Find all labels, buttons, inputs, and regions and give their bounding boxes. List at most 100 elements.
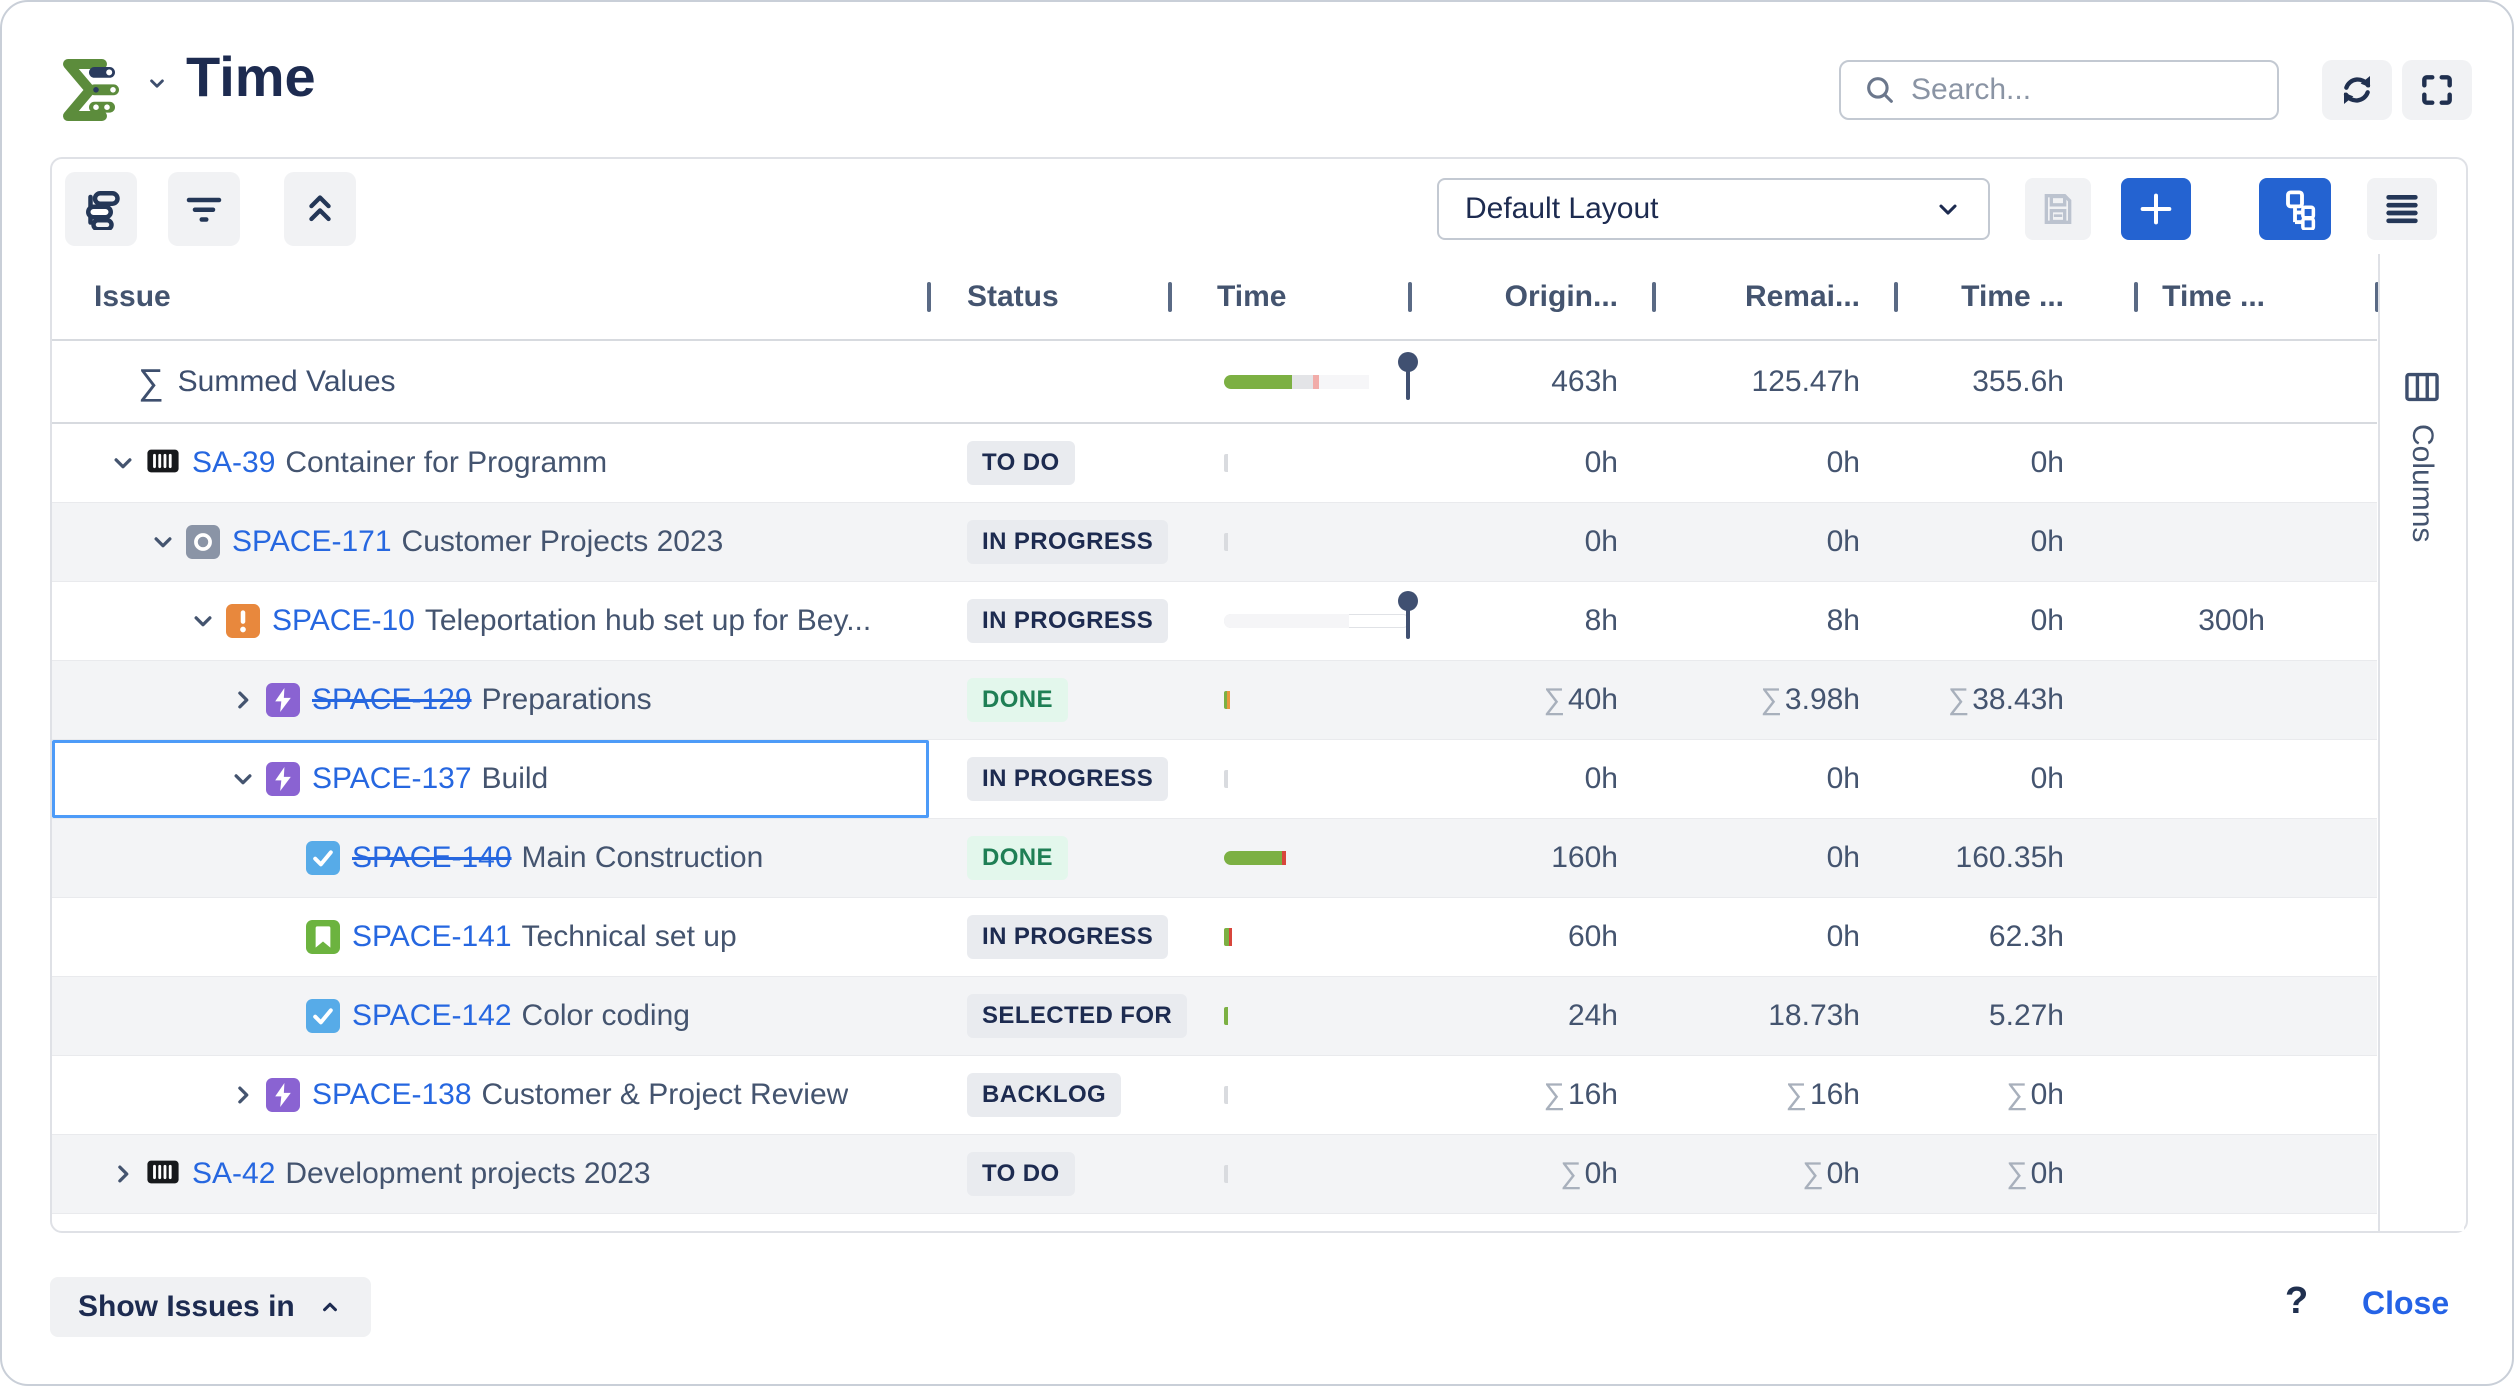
- issue-cell[interactable]: SPACE-129 Preparations: [52, 661, 929, 739]
- list-view-button[interactable]: [2367, 178, 2437, 240]
- container-issue-type-icon: [146, 1157, 180, 1191]
- chevron-down-icon[interactable]: [228, 764, 266, 794]
- help-button[interactable]: ?: [2285, 1280, 2308, 1323]
- issue-cell[interactable]: SPACE-141 Technical set up: [52, 898, 929, 976]
- close-link[interactable]: Close: [2362, 1285, 2449, 1322]
- original-estimate-value: 160h: [1410, 841, 1654, 875]
- issue-key-link[interactable]: SPACE-138: [312, 1078, 472, 1112]
- column-resize-handle[interactable]: [1168, 282, 1172, 312]
- hierarchy-icon: [2274, 188, 2316, 230]
- issue-cell[interactable]: SPACE-138 Customer & Project Review: [52, 1056, 929, 1134]
- group-by-button[interactable]: [65, 172, 137, 246]
- status-badge: TO DO: [967, 441, 1075, 485]
- chevron-right-icon[interactable]: [228, 685, 266, 715]
- table-row-space-137[interactable]: SPACE-137 Build IN PROGRESS 0h 0h 0h: [52, 740, 2377, 819]
- bar-segment: [1319, 375, 1369, 389]
- original-estimate-value: 0h: [1410, 762, 1654, 796]
- issue-key-link[interactable]: SA-39: [192, 446, 275, 480]
- issue-cell[interactable]: SPACE-10 Teleportation hub set up for Be…: [52, 582, 929, 660]
- time-spent-value: 355.6h: [1896, 365, 2136, 399]
- issue-cell[interactable]: SPACE-142 Color coding: [52, 977, 929, 1055]
- chevron-down-icon[interactable]: [188, 606, 226, 636]
- table-row-space-10[interactable]: SPACE-10 Teleportation hub set up for Be…: [52, 582, 2377, 661]
- hours-value: 60h: [1568, 920, 1618, 953]
- epic-issue-type-icon: [266, 1078, 300, 1112]
- save-layout-button[interactable]: [2025, 178, 2091, 240]
- tree-view-button[interactable]: [2259, 178, 2331, 240]
- column-header-time-extra: Time ...: [2136, 280, 2377, 314]
- hours-value: 16h: [1568, 1078, 1618, 1111]
- issue-key-link[interactable]: SPACE-171: [232, 525, 392, 559]
- hours-value: 0h: [1827, 920, 1860, 953]
- chevron-right-icon[interactable]: [228, 1080, 266, 1110]
- issue-cell[interactable]: SPACE-137 Build: [52, 740, 929, 818]
- chevron-down-icon[interactable]: [108, 448, 146, 478]
- issue-key-link[interactable]: SPACE-140: [352, 841, 512, 875]
- add-button[interactable]: [2121, 178, 2191, 240]
- hours-value: 0h: [1827, 841, 1860, 874]
- remaining-estimate-value: 0h: [1654, 762, 1896, 796]
- issue-summary: Customer & Project Review: [482, 1078, 849, 1112]
- table-row-space-141[interactable]: SPACE-141 Technical set up IN PROGRESS 6…: [52, 898, 2377, 977]
- app-switcher-caret-icon[interactable]: [144, 70, 170, 101]
- issue-key-link[interactable]: SPACE-129: [312, 683, 472, 717]
- issue-cell[interactable]: SPACE-171 Customer Projects 2023: [52, 503, 929, 581]
- status-badge: TO DO: [967, 1152, 1075, 1196]
- time-bar-cell: [1170, 375, 1410, 389]
- hours-value: 0h: [1585, 525, 1618, 558]
- hours-value: 0h: [2031, 525, 2064, 558]
- status-badge: BACKLOG: [967, 1073, 1121, 1117]
- time-spent-value: ∑0h: [1896, 1078, 2136, 1112]
- show-issues-in-button[interactable]: Show Issues in: [50, 1277, 371, 1337]
- hours-value: 40h: [1568, 683, 1618, 716]
- table-row-space-129[interactable]: SPACE-129 Preparations DONE ∑40h ∑3.98h …: [52, 661, 2377, 740]
- hours-value: 0h: [1827, 446, 1860, 479]
- remaining-estimate-value: 0h: [1654, 446, 1896, 480]
- search-input[interactable]: [1911, 73, 2241, 107]
- layout-select[interactable]: Default Layout: [1437, 178, 1990, 240]
- bar-segment: [1224, 375, 1292, 389]
- columns-icon: [2405, 372, 2439, 402]
- issue-summary: Technical set up: [522, 920, 737, 954]
- table-row-space-171[interactable]: SPACE-171 Customer Projects 2023 IN PROG…: [52, 503, 2377, 582]
- table-row-sa-39[interactable]: SA-39 Container for Programm TO DO 0h 0h…: [52, 424, 2377, 503]
- column-resize-handle[interactable]: [927, 282, 931, 312]
- issue-key-link[interactable]: SPACE-142: [352, 999, 512, 1033]
- chevron-right-icon[interactable]: [108, 1159, 146, 1189]
- columns-panel-label: Columns: [2405, 424, 2439, 542]
- sum-sigma-prefix: ∑: [1802, 1157, 1823, 1190]
- status-cell: IN PROGRESS: [929, 520, 1170, 564]
- time-spent-value: 0h: [1896, 604, 2136, 638]
- columns-panel-toggle[interactable]: Columns: [2378, 254, 2464, 1231]
- hours-value: 0h: [1827, 762, 1860, 795]
- table-row-space-140[interactable]: SPACE-140 Main Construction DONE 160h 0h…: [52, 819, 2377, 898]
- column-resize-handle[interactable]: [2134, 282, 2138, 312]
- time-progress-bar: [1224, 851, 1410, 865]
- issue-key-link[interactable]: SA-42: [192, 1157, 275, 1191]
- time-bar-cell: [1170, 1007, 1410, 1025]
- app-logo[interactable]: [54, 52, 130, 128]
- time-spent-value: ∑0h: [1896, 1157, 2136, 1191]
- issue-key-link[interactable]: SPACE-10: [272, 604, 415, 638]
- refresh-button[interactable]: [2322, 60, 2392, 120]
- column-resize-handle[interactable]: [1408, 282, 1412, 312]
- issue-key-link[interactable]: SPACE-137: [312, 762, 472, 796]
- table-row-space-138[interactable]: SPACE-138 Customer & Project Review BACK…: [52, 1056, 2377, 1135]
- column-resize-handle[interactable]: [1894, 282, 1898, 312]
- bar-segment: [1282, 851, 1286, 865]
- issue-cell[interactable]: SA-42 Development projects 2023: [52, 1135, 929, 1213]
- issue-key-link[interactable]: SPACE-141: [352, 920, 512, 954]
- bar-segments: [1224, 614, 1410, 628]
- filter-button[interactable]: [168, 172, 240, 246]
- remaining-estimate-value: 8h: [1654, 604, 1896, 638]
- time-spent-value: 0h: [1896, 525, 2136, 559]
- fullscreen-button[interactable]: [2402, 60, 2472, 120]
- chevron-down-icon[interactable]: [148, 527, 186, 557]
- story-issue-type-icon: [306, 920, 340, 954]
- issue-cell[interactable]: SA-39 Container for Programm: [52, 424, 929, 502]
- column-resize-handle[interactable]: [1652, 282, 1656, 312]
- table-row-sa-42[interactable]: SA-42 Development projects 2023 TO DO ∑0…: [52, 1135, 2377, 1214]
- issue-cell[interactable]: SPACE-140 Main Construction: [52, 819, 929, 897]
- collapse-all-button[interactable]: [284, 172, 356, 246]
- table-row-space-142[interactable]: SPACE-142 Color coding SELECTED FOR 24h …: [52, 977, 2377, 1056]
